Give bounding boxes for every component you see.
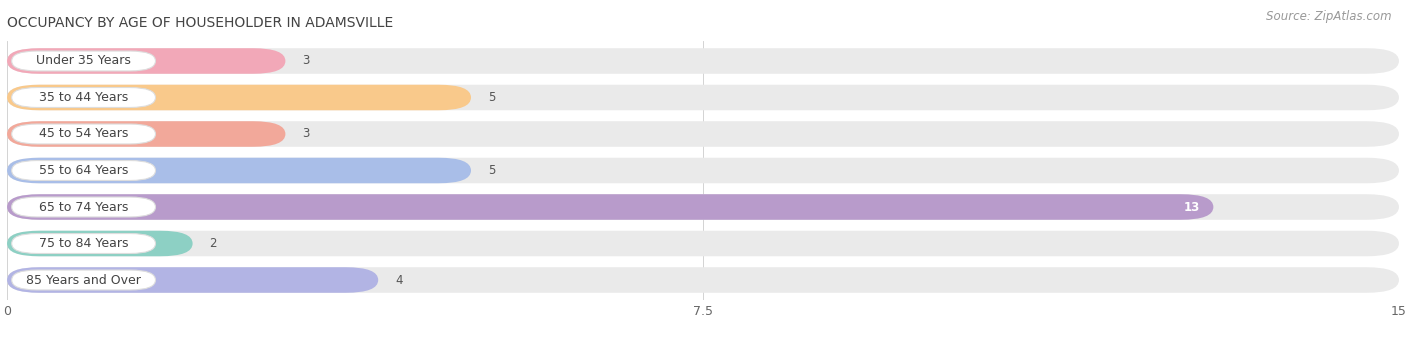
FancyBboxPatch shape — [7, 158, 1399, 183]
FancyBboxPatch shape — [7, 267, 1399, 293]
Text: 85 Years and Over: 85 Years and Over — [27, 273, 141, 286]
FancyBboxPatch shape — [11, 270, 156, 290]
Text: 13: 13 — [1184, 201, 1199, 213]
Text: 45 to 54 Years: 45 to 54 Years — [39, 128, 128, 140]
Text: 65 to 74 Years: 65 to 74 Years — [39, 201, 128, 213]
FancyBboxPatch shape — [7, 231, 193, 256]
FancyBboxPatch shape — [7, 194, 1213, 220]
Text: 75 to 84 Years: 75 to 84 Years — [39, 237, 128, 250]
Text: 3: 3 — [302, 128, 309, 140]
FancyBboxPatch shape — [7, 158, 471, 183]
Text: 4: 4 — [395, 273, 402, 286]
Text: OCCUPANCY BY AGE OF HOUSEHOLDER IN ADAMSVILLE: OCCUPANCY BY AGE OF HOUSEHOLDER IN ADAMS… — [7, 16, 394, 30]
FancyBboxPatch shape — [7, 121, 1399, 147]
Text: 5: 5 — [488, 164, 495, 177]
Text: Source: ZipAtlas.com: Source: ZipAtlas.com — [1267, 10, 1392, 23]
FancyBboxPatch shape — [7, 48, 1399, 74]
FancyBboxPatch shape — [11, 197, 156, 217]
FancyBboxPatch shape — [11, 51, 156, 71]
Text: Under 35 Years: Under 35 Years — [37, 55, 131, 68]
FancyBboxPatch shape — [7, 194, 1399, 220]
FancyBboxPatch shape — [7, 231, 1399, 256]
FancyBboxPatch shape — [11, 161, 156, 180]
FancyBboxPatch shape — [11, 234, 156, 253]
Text: 3: 3 — [302, 55, 309, 68]
FancyBboxPatch shape — [7, 48, 285, 74]
FancyBboxPatch shape — [7, 267, 378, 293]
FancyBboxPatch shape — [11, 88, 156, 107]
FancyBboxPatch shape — [7, 85, 471, 110]
FancyBboxPatch shape — [11, 124, 156, 144]
FancyBboxPatch shape — [7, 85, 1399, 110]
FancyBboxPatch shape — [7, 121, 285, 147]
Text: 35 to 44 Years: 35 to 44 Years — [39, 91, 128, 104]
Text: 2: 2 — [209, 237, 217, 250]
Text: 5: 5 — [488, 91, 495, 104]
Text: 55 to 64 Years: 55 to 64 Years — [39, 164, 128, 177]
